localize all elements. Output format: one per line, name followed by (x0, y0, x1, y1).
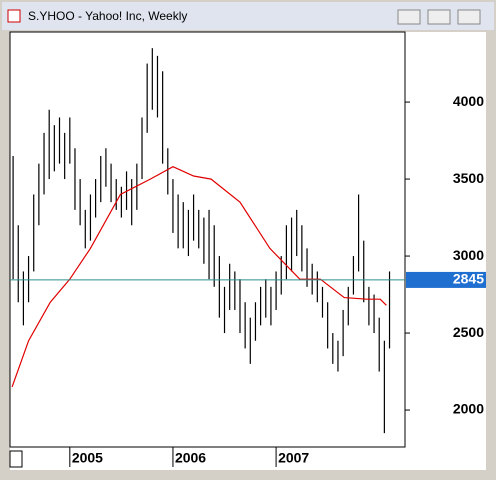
x-tick-label: 2005 (72, 450, 103, 466)
last-price-label: 2845 (453, 271, 484, 287)
scroll-marker (9, 450, 23, 468)
y-tick-label: 2000 (453, 401, 484, 417)
y-tick-label: 3500 (453, 170, 484, 186)
moving-average (11, 166, 387, 388)
x-tick-label: 2007 (278, 450, 309, 466)
plot-frame (9, 31, 406, 448)
y-tick-label: 4000 (453, 93, 484, 109)
close-button[interactable] (457, 9, 481, 25)
minimize-button[interactable] (397, 9, 421, 25)
y-tick-label: 3000 (453, 247, 484, 263)
x-tick-label: 2006 (175, 450, 206, 466)
y-tick-label: 2500 (453, 324, 484, 340)
window-icon (7, 9, 21, 23)
last-price-box (406, 271, 486, 288)
maximize-button[interactable] (427, 9, 451, 25)
chart-background (10, 32, 486, 470)
window-title: S.YHOO - Yahoo! Inc, Weekly (28, 9, 187, 23)
